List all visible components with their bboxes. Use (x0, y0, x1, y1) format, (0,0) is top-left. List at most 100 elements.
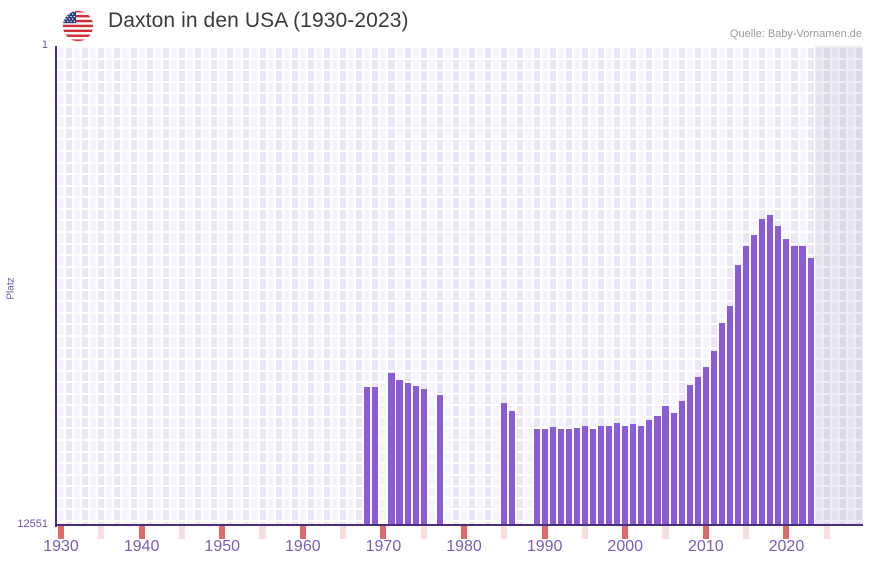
bar (638, 426, 645, 525)
grid-line-vertical (209, 46, 212, 525)
plot-column-band (468, 46, 477, 525)
bar (549, 426, 556, 525)
grid-line-vertical (853, 46, 856, 525)
bar (509, 411, 516, 525)
grid-line-horizontal (57, 230, 863, 233)
plot-column-band (89, 46, 98, 525)
grid-line-vertical (418, 46, 421, 525)
plot-column-band (339, 46, 348, 525)
x-axis-tick-minor (178, 526, 185, 539)
grid-line-horizontal (57, 92, 863, 95)
grid-line-vertical (491, 46, 494, 525)
grid-line-vertical (442, 46, 445, 525)
bar (767, 214, 774, 525)
grid-line-vertical (773, 46, 776, 525)
grid-line-horizontal (57, 415, 863, 418)
plot-column-band (637, 46, 646, 525)
bar (799, 245, 806, 525)
plot-column-band (250, 46, 259, 525)
grid-line-vertical (225, 46, 228, 525)
plot-column-band (508, 46, 517, 525)
bar (541, 428, 548, 525)
grid-line-vertical (289, 46, 292, 525)
grid-line-vertical (104, 46, 107, 525)
plot-column-band (661, 46, 670, 525)
plot-column-band (145, 46, 154, 525)
grid-line-vertical (555, 46, 558, 525)
grid-line-vertical (563, 46, 566, 525)
grid-line-vertical (741, 46, 744, 525)
plot-column-band (347, 46, 356, 525)
grid-line-vertical (370, 46, 373, 525)
grid-line-vertical (144, 46, 147, 525)
bar (678, 400, 685, 525)
grid-line-vertical (321, 46, 324, 525)
grid-line-vertical (233, 46, 236, 525)
bar-series (57, 46, 863, 525)
grid-line-vertical (241, 46, 244, 525)
x-axis-line (55, 524, 863, 526)
plot-column-band (419, 46, 428, 525)
grid-line-vertical (475, 46, 478, 525)
bar (751, 235, 758, 525)
grid-line-vertical (515, 46, 518, 525)
grid-line-vertical (652, 46, 655, 525)
x-axis-tick-label: 1950 (204, 538, 241, 555)
plot-column-band (298, 46, 307, 525)
plot-column-band (113, 46, 122, 525)
plot-column-band (492, 46, 501, 525)
bar (404, 382, 411, 525)
plot-column-band (73, 46, 82, 525)
grid-line-vertical (72, 46, 75, 525)
plot-column-band (717, 46, 726, 525)
plot-column-band (121, 46, 130, 525)
grid-line-horizontal (57, 184, 863, 187)
grid-line-horizontal (57, 519, 863, 522)
grid-line-horizontal (57, 126, 863, 129)
grid-line-vertical (96, 46, 99, 525)
grid-line-vertical (386, 46, 389, 525)
y-axis-top-label: 1 (41, 39, 48, 51)
plot-column-band (363, 46, 372, 525)
grid-line-horizontal (57, 346, 863, 349)
x-axis-tick-label: 1960 (285, 538, 321, 555)
bar (614, 422, 621, 525)
x-axis-tick-label: 2020 (768, 538, 805, 555)
grid-line-vertical (184, 46, 187, 525)
grid-line-vertical (193, 46, 196, 525)
grid-line-vertical (692, 46, 695, 525)
grid-line-vertical (862, 46, 863, 525)
grid-line-horizontal (57, 207, 863, 210)
x-axis-tick-major (460, 526, 468, 539)
bar (694, 377, 701, 525)
plot-column-band (500, 46, 509, 525)
bar (759, 219, 766, 525)
y-axis-title: Platz (5, 277, 17, 300)
plot-column-band (218, 46, 227, 525)
grid-line-horizontal (57, 358, 863, 361)
grid-line-vertical (676, 46, 679, 525)
x-axis-tick-major (219, 526, 226, 539)
grid-line-vertical (579, 46, 582, 525)
x-axis-tick-label: 2010 (688, 538, 724, 555)
grid-line-vertical (612, 46, 615, 525)
grid-line-vertical (120, 46, 123, 525)
plot-column-band (306, 46, 315, 525)
plot-column-band (685, 46, 694, 525)
plot-column-band (516, 46, 525, 525)
bar (791, 245, 798, 525)
bar (670, 413, 677, 525)
grid-line-horizontal (57, 80, 863, 83)
plot-column-band (653, 46, 662, 525)
grid-line-horizontal (57, 404, 863, 407)
plot-column-band (371, 46, 380, 525)
grid-line-vertical (628, 46, 631, 525)
grid-line-vertical (571, 46, 574, 525)
plot-column-band (524, 46, 533, 525)
x-axis-tick-label: 1980 (446, 538, 482, 555)
plot-column-band (580, 46, 589, 525)
bar (565, 428, 572, 525)
x-axis-tick-label: 2000 (607, 538, 644, 555)
plot-column-band (451, 46, 460, 525)
